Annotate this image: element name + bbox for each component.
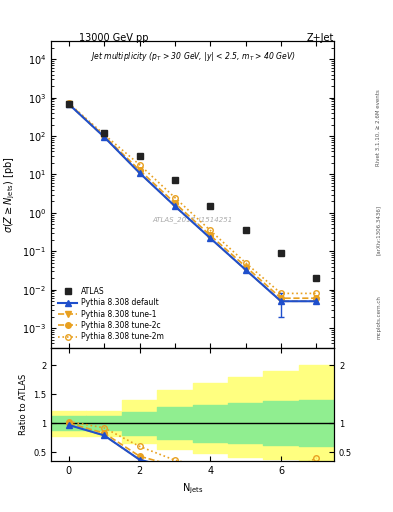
- Pythia 8.308 tune-1: [208, 235, 213, 241]
- ATLAS: [279, 250, 283, 256]
- Pythia 8.308 default: [243, 267, 248, 273]
- ATLAS: [66, 100, 71, 106]
- Text: ATLAS_2017_I1514251: ATLAS_2017_I1514251: [152, 216, 233, 223]
- Y-axis label: $\sigma(Z \geq N_{\rm jets})$ [pb]: $\sigma(Z \geq N_{\rm jets})$ [pb]: [2, 156, 17, 233]
- Pythia 8.308 tune-2m: [173, 195, 177, 201]
- Line: Pythia 8.308 tune-1: Pythia 8.308 tune-1: [66, 101, 319, 304]
- Text: Z+Jet: Z+Jet: [307, 33, 334, 44]
- Pythia 8.308 tune-2c: [137, 167, 142, 173]
- Line: ATLAS: ATLAS: [65, 100, 320, 282]
- Line: Pythia 8.308 tune-2m: Pythia 8.308 tune-2m: [66, 100, 319, 296]
- ATLAS: [243, 227, 248, 233]
- Pythia 8.308 tune-2c: [208, 232, 213, 239]
- Pythia 8.308 tune-2c: [66, 100, 71, 106]
- ATLAS: [137, 153, 142, 159]
- Pythia 8.308 tune-1: [102, 134, 107, 140]
- X-axis label: N$_{\rm jets}$: N$_{\rm jets}$: [182, 481, 203, 496]
- Pythia 8.308 tune-2c: [243, 264, 248, 270]
- Pythia 8.308 tune-2c: [314, 295, 319, 301]
- ATLAS: [173, 177, 177, 183]
- Text: Rivet 3.1.10, ≥ 2.6M events: Rivet 3.1.10, ≥ 2.6M events: [376, 90, 381, 166]
- Y-axis label: Ratio to ATLAS: Ratio to ATLAS: [18, 374, 28, 435]
- Pythia 8.308 default: [173, 203, 177, 209]
- Pythia 8.308 tune-1: [243, 267, 248, 273]
- Pythia 8.308 default: [102, 134, 107, 140]
- Pythia 8.308 tune-2m: [137, 162, 142, 168]
- ATLAS: [208, 203, 213, 209]
- Pythia 8.308 default: [66, 101, 71, 107]
- Pythia 8.308 tune-2m: [314, 290, 319, 296]
- Pythia 8.308 tune-2c: [173, 200, 177, 206]
- ATLAS: [314, 275, 319, 281]
- Line: Pythia 8.308 default: Pythia 8.308 default: [66, 101, 319, 304]
- Text: Jet multiplicity ($p_T$ > 30 GeV, $|y|$ < 2.5, $m_T$ > 40 GeV): Jet multiplicity ($p_T$ > 30 GeV, $|y|$ …: [90, 50, 296, 63]
- ATLAS: [102, 130, 107, 136]
- Pythia 8.308 tune-1: [173, 203, 177, 209]
- Pythia 8.308 tune-2c: [102, 133, 107, 139]
- Pythia 8.308 tune-1: [279, 298, 283, 304]
- Text: [arXiv:1306.3436]: [arXiv:1306.3436]: [376, 205, 381, 255]
- Pythia 8.308 tune-1: [137, 170, 142, 176]
- Pythia 8.308 tune-1: [314, 298, 319, 304]
- Pythia 8.308 tune-2m: [243, 260, 248, 266]
- Line: Pythia 8.308 tune-2c: Pythia 8.308 tune-2c: [66, 101, 319, 301]
- Pythia 8.308 tune-2m: [66, 100, 71, 106]
- Text: mcplots.cern.ch: mcplots.cern.ch: [376, 295, 381, 339]
- Pythia 8.308 default: [279, 298, 283, 304]
- Pythia 8.308 tune-2c: [279, 295, 283, 301]
- Pythia 8.308 default: [137, 170, 142, 176]
- Pythia 8.308 default: [314, 298, 319, 304]
- Pythia 8.308 tune-2m: [279, 290, 283, 296]
- Pythia 8.308 tune-2m: [208, 227, 213, 233]
- Legend: ATLAS, Pythia 8.308 default, Pythia 8.308 tune-1, Pythia 8.308 tune-2c, Pythia 8: ATLAS, Pythia 8.308 default, Pythia 8.30…: [55, 284, 167, 345]
- Pythia 8.308 tune-1: [66, 101, 71, 107]
- Pythia 8.308 default: [208, 235, 213, 241]
- Text: 13000 GeV pp: 13000 GeV pp: [79, 33, 148, 44]
- Pythia 8.308 tune-2m: [102, 132, 107, 138]
